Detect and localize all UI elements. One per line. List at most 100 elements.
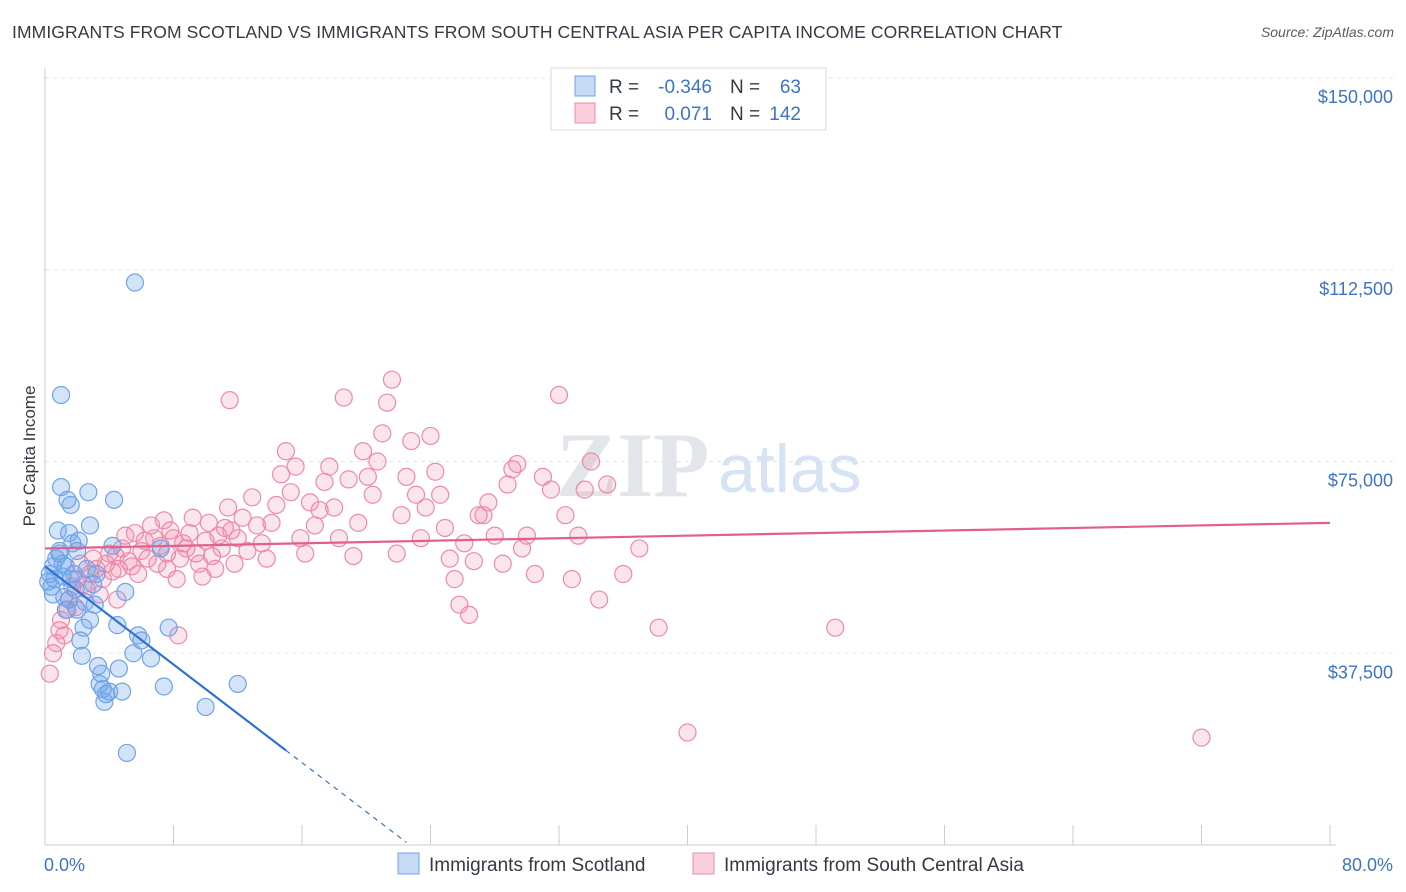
bottom-legend-swatch-scotland bbox=[397, 852, 420, 875]
south-central-asia-point bbox=[170, 549, 190, 568]
south-central-asia-point bbox=[272, 465, 291, 484]
south-central-asia-point bbox=[416, 498, 435, 517]
south-central-asia-point bbox=[503, 460, 522, 479]
south-central-asia-point bbox=[517, 526, 536, 545]
south-central-asia-point bbox=[157, 559, 177, 578]
south-central-asia-point bbox=[138, 549, 157, 568]
scotland-point bbox=[104, 490, 124, 509]
south-central-asia-point bbox=[464, 552, 483, 571]
south-central-asia-point bbox=[90, 585, 109, 604]
south-central-asia-point bbox=[276, 442, 296, 461]
south-central-asia-point bbox=[177, 539, 196, 558]
south-central-asia-point bbox=[363, 485, 382, 504]
scotland-point bbox=[61, 495, 80, 515]
south-central-asia-point bbox=[590, 590, 609, 609]
south-central-asia-point bbox=[281, 483, 300, 502]
south-central-asia-point bbox=[296, 544, 315, 563]
south-central-asia-point bbox=[431, 485, 450, 504]
south-central-asia-trend-line bbox=[44, 521, 1331, 550]
scotland-point bbox=[48, 521, 67, 540]
south-central-asia-point bbox=[212, 539, 231, 558]
south-central-asia-point bbox=[493, 554, 512, 573]
south-central-asia-point bbox=[286, 457, 305, 476]
south-central-asia-point bbox=[353, 442, 373, 461]
scotland-point bbox=[80, 516, 100, 535]
south-central-asia-point bbox=[206, 559, 225, 578]
south-central-asia-point bbox=[119, 552, 138, 571]
scotland-point bbox=[59, 523, 79, 543]
south-central-asia-point bbox=[129, 564, 148, 584]
legend-box bbox=[550, 67, 827, 131]
south-central-asia-point bbox=[228, 529, 247, 548]
y-tick-label: $75,000 bbox=[1328, 471, 1393, 491]
scotland-point bbox=[43, 585, 63, 604]
south-central-asia-point bbox=[387, 544, 406, 563]
y-tick-label: $150,000 bbox=[1318, 87, 1393, 107]
legend-swatch-south-central-asia bbox=[574, 102, 596, 124]
south-central-asia-point bbox=[43, 644, 63, 663]
series-south-central-asia-points bbox=[40, 370, 1211, 747]
south-central-asia-point bbox=[678, 723, 697, 742]
south-central-asia-point bbox=[406, 485, 426, 504]
south-central-asia-point bbox=[169, 626, 188, 645]
south-central-asia-point bbox=[549, 385, 569, 405]
scotland-trend-line bbox=[44, 565, 287, 752]
south-central-asia-point bbox=[614, 564, 633, 584]
south-central-asia-point bbox=[569, 526, 588, 545]
legend-r-value-1: -0.346 bbox=[658, 77, 712, 98]
south-central-asia-point bbox=[305, 516, 324, 535]
scotland-point bbox=[151, 539, 170, 558]
south-central-asia-point bbox=[378, 393, 397, 412]
x-axis-tick-labels: 0.0% 80.0% bbox=[44, 855, 1393, 875]
legend-n-value-1: 63 bbox=[780, 77, 801, 98]
scotland-point bbox=[80, 610, 100, 630]
scotland-point bbox=[228, 674, 247, 694]
series-legend: Immigrants from Scotland Immigrants from… bbox=[397, 852, 1024, 876]
legend-n-label-1: N = bbox=[730, 77, 760, 98]
south-central-asia-point bbox=[541, 480, 561, 499]
south-central-asia-point bbox=[220, 391, 239, 410]
south-central-asia-point bbox=[598, 475, 617, 494]
scotland-point bbox=[154, 677, 173, 696]
y-axis-label: Per Capita Income bbox=[20, 386, 39, 527]
south-central-asia-point bbox=[262, 513, 281, 532]
south-central-asia-point bbox=[421, 426, 440, 446]
y-tick-label: $37,500 bbox=[1328, 662, 1393, 682]
scotland-point bbox=[100, 682, 119, 701]
south-central-asia-point bbox=[219, 498, 238, 517]
south-central-asia-point bbox=[325, 498, 344, 517]
bottom-legend-label-south-central-asia: Immigrants from South Central Asia bbox=[724, 855, 1024, 876]
scotland-point bbox=[69, 531, 88, 550]
scotland-point bbox=[77, 559, 96, 578]
south-central-asia-point bbox=[339, 470, 358, 489]
y-tick-label: $112,500 bbox=[1319, 279, 1393, 299]
south-central-asia-point bbox=[498, 475, 517, 494]
scotland-point bbox=[79, 483, 98, 502]
south-central-asia-point bbox=[469, 506, 488, 525]
y-axis-tick-labels: $37,500 $75,000 $112,500 $150,000 bbox=[1318, 87, 1393, 682]
scotland-point bbox=[196, 697, 215, 717]
south-central-asia-point bbox=[402, 431, 421, 451]
trend-lines bbox=[44, 521, 1331, 843]
south-central-asia-point bbox=[368, 452, 387, 471]
legend-r-label-1: R = bbox=[609, 77, 639, 98]
south-central-asia-point bbox=[349, 513, 368, 532]
south-central-asia-point bbox=[300, 493, 320, 512]
x-tick-label: 80.0% bbox=[1342, 855, 1393, 875]
south-central-asia-point bbox=[344, 546, 363, 566]
south-central-asia-point bbox=[455, 534, 474, 553]
scotland-trend-extension bbox=[285, 749, 407, 843]
scotland-point bbox=[58, 490, 77, 509]
scotland-point bbox=[92, 664, 111, 683]
south-central-asia-point bbox=[440, 549, 459, 568]
south-central-asia-point bbox=[582, 452, 601, 471]
scotland-point bbox=[87, 564, 106, 584]
scotland-point bbox=[112, 682, 132, 701]
south-central-asia-point bbox=[459, 605, 479, 625]
south-central-asia-point bbox=[358, 467, 377, 486]
legend-r-label-2: R = bbox=[609, 104, 639, 125]
south-central-asia-point bbox=[154, 511, 173, 530]
south-central-asia-point bbox=[55, 626, 74, 645]
south-central-asia-point bbox=[51, 610, 71, 630]
